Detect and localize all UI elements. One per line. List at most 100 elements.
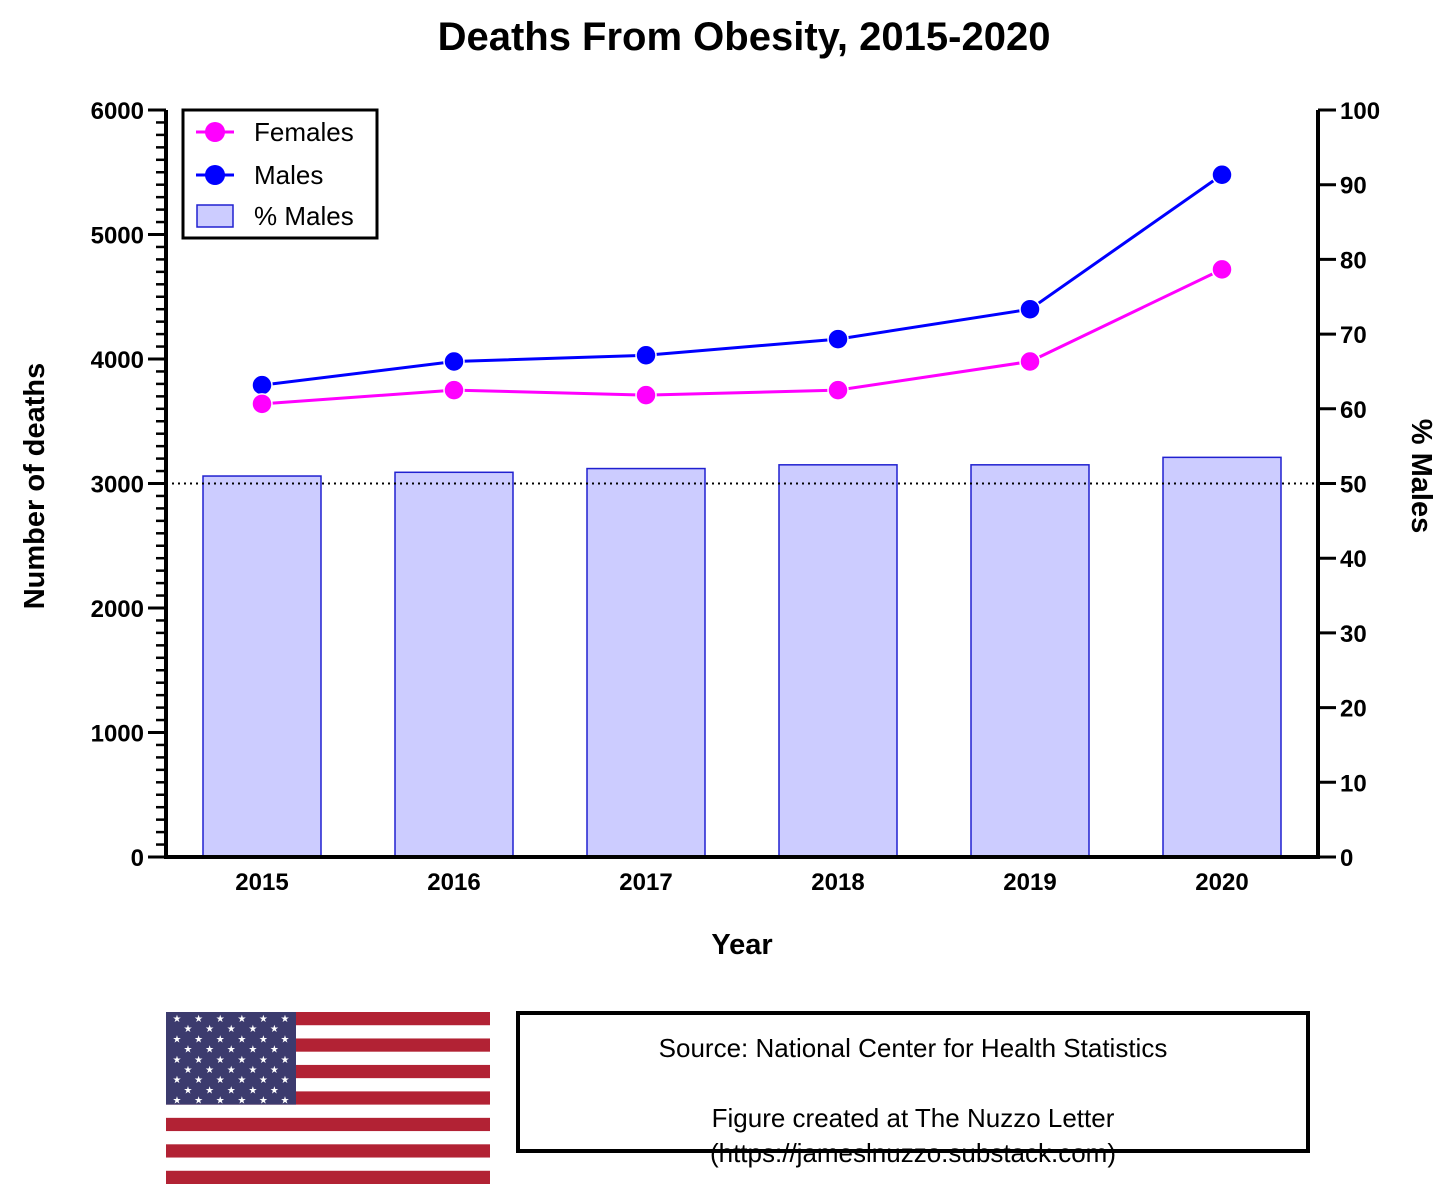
flag-star: ★ (216, 1096, 225, 1107)
x-tick-label-2016: 2016 (427, 869, 480, 896)
y-tick-label-0: 0 (131, 845, 144, 872)
flag-star: ★ (194, 1055, 203, 1066)
flag-star: ★ (205, 1065, 214, 1076)
y2-tick-label-70: 70 (1340, 322, 1367, 349)
x-tick-label-2018: 2018 (811, 869, 864, 896)
chart: Deaths From Obesity, 2015-2020 010002000… (19, 15, 1437, 961)
y2-tick-label-80: 80 (1340, 247, 1367, 274)
flag-star: ★ (227, 1085, 236, 1096)
y-tick-label-5000: 5000 (91, 223, 144, 250)
flag-star: ★ (237, 1014, 246, 1025)
credit-text: Figure created at The Nuzzo Letter (711, 1103, 1115, 1133)
flag-star: ★ (248, 1045, 257, 1056)
y2-tick-label-20: 20 (1340, 696, 1367, 723)
males-point-2018 (827, 328, 849, 350)
females-point-2020 (1211, 258, 1233, 281)
flag-star: ★ (259, 1096, 268, 1107)
flag-star: ★ (227, 1045, 236, 1056)
x-tick-label-2015: 2015 (235, 869, 288, 896)
males-point-2015 (251, 374, 273, 396)
flag-star: ★ (173, 1075, 182, 1086)
flag-star: ★ (248, 1085, 257, 1096)
flag-stripe (166, 1170, 490, 1184)
legend-label-males: Males (254, 160, 323, 190)
flag-star: ★ (281, 1096, 290, 1107)
left-axis-ticks: 0 1000 2000 3000 4000 5000 6000 (91, 98, 166, 872)
bar-2015 (202, 475, 322, 858)
flag-star: ★ (205, 1085, 214, 1096)
legend-marker-males (205, 165, 225, 185)
x-tick-label-2017: 2017 (619, 869, 672, 896)
flag-star: ★ (173, 1096, 182, 1107)
flag-star: ★ (259, 1055, 268, 1066)
flag-star: ★ (259, 1034, 268, 1045)
x-tick-label-2020: 2020 (1195, 869, 1248, 896)
females-point-2015 (251, 393, 273, 415)
flag-star: ★ (216, 1075, 225, 1086)
flag-star: ★ (248, 1024, 257, 1035)
source-box: Source: National Center for Health Stati… (516, 1011, 1310, 1168)
y-tick-label-4000: 4000 (91, 347, 144, 374)
flag-star: ★ (237, 1034, 246, 1045)
legend: Females Males % Males (181, 108, 379, 240)
chart-title: Deaths From Obesity, 2015-2020 (438, 15, 1051, 59)
bar-2017 (586, 467, 706, 858)
y2-tick-label-40: 40 (1340, 546, 1367, 573)
y2-axis-title: % Males (1405, 419, 1437, 533)
flag-star: ★ (259, 1014, 268, 1025)
flag-star: ★ (184, 1065, 193, 1076)
flag-star: ★ (270, 1085, 279, 1096)
y2-tick-label-0: 0 (1340, 845, 1353, 872)
flag-star: ★ (281, 1034, 290, 1045)
flag-star: ★ (194, 1096, 203, 1107)
flag-star: ★ (184, 1085, 193, 1096)
bar-2016 (394, 471, 514, 858)
us-flag-icon: ★ ★ ★ ★ ★ ★★ ★ ★ ★ ★★ ★ ★ ★ ★ ★★ ★ ★ ★ ★★ ★ ★ ★ ★ ★★ ★ ★ ★ ★★ ★ ★ ★ ★ ★★… (166, 1012, 490, 1184)
legend-marker-females (205, 122, 225, 142)
females-point-2018 (827, 379, 849, 401)
x-axis-title: Year (711, 929, 772, 961)
legend-swatch-percent-males (196, 204, 234, 228)
bar-2019 (970, 464, 1090, 858)
females-point-2016 (443, 379, 465, 401)
males-point-2020 (1211, 163, 1233, 186)
source-text: Source: National Center for Health Stati… (658, 1033, 1168, 1063)
bar-2018 (778, 464, 898, 858)
flag-star: ★ (173, 1055, 182, 1066)
flag-star: ★ (270, 1024, 279, 1035)
y-axis-title: Number of deaths (19, 363, 51, 610)
flag-star: ★ (216, 1055, 225, 1066)
x-axis-ticks: 2015 2016 2017 2018 2019 2020 (235, 869, 1248, 896)
y2-tick-label-30: 30 (1340, 621, 1367, 648)
flag-star: ★ (248, 1065, 257, 1076)
url-text: (https://jameslnuzzo.substack.com) (709, 1138, 1117, 1168)
males-point-2019 (1019, 298, 1041, 320)
males-point-2017 (635, 344, 657, 367)
flag-star: ★ (205, 1045, 214, 1056)
flag-stripe (166, 1131, 490, 1145)
flag-star: ★ (173, 1034, 182, 1045)
flag-star: ★ (281, 1075, 290, 1086)
flag-star: ★ (194, 1034, 203, 1045)
flag-star: ★ (184, 1024, 193, 1035)
flag-stripe (166, 1117, 490, 1132)
flag-star: ★ (194, 1014, 203, 1025)
x-tick-label-2019: 2019 (1003, 869, 1056, 896)
flag-star: ★ (281, 1014, 290, 1025)
females-line (261, 268, 1223, 406)
flag-star: ★ (270, 1045, 279, 1056)
y2-tick-label-10: 10 (1340, 770, 1367, 797)
flag-star: ★ (237, 1075, 246, 1086)
flag-star: ★ (184, 1045, 193, 1056)
flag-star: ★ (216, 1014, 225, 1025)
y2-tick-label-90: 90 (1340, 173, 1367, 200)
flag-star: ★ (194, 1075, 203, 1086)
legend-label-females: Females (254, 117, 354, 147)
y-tick-label-1000: 1000 (91, 721, 144, 748)
bar-series-percent-males (202, 456, 1282, 858)
legend-label-percent-males: % Males (254, 201, 354, 231)
males-point-2016 (443, 350, 465, 373)
flag-star: ★ (227, 1065, 236, 1076)
y-tick-label-6000: 6000 (91, 98, 144, 125)
flag-stripe (166, 1157, 490, 1172)
